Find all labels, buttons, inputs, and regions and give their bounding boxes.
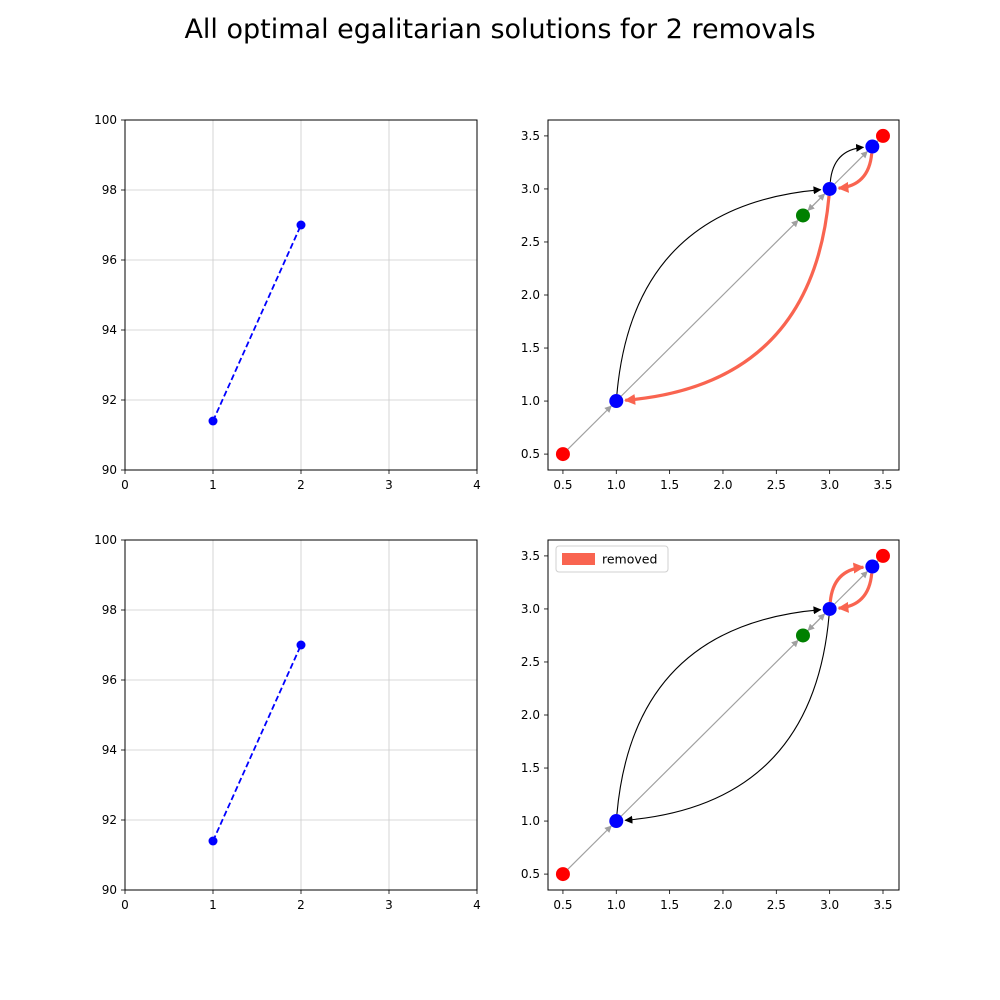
- removed-edge: [828, 562, 865, 603]
- gray-edge: [871, 560, 879, 568]
- axes-frame: [124, 539, 478, 891]
- axes-frame: [547, 119, 900, 471]
- panel-top-right: 0.5 1.0 1.5 2.0 2.5 3.0 3.5 0.5 1.0 1.5 2.0 2.5 3.0 3…: [521, 119, 900, 492]
- curved-edge: [616, 606, 822, 815]
- panel-top-left: 0 1 2 3 4 90 92 94 96 98 100: [94, 113, 481, 492]
- y-tick-label: 1.5: [521, 341, 540, 355]
- y-tick-label: 98: [102, 603, 117, 617]
- y-tick-label: 100: [94, 533, 117, 547]
- x-tick-label: 2.5: [767, 898, 786, 912]
- gray-edge: [620, 219, 799, 397]
- panel-bottom-right: 0.5 1.0 1.5 2.0 2.5 3.0 3.5 0.5 1.0 1.5 2.0 2.5 3.0 3…: [521, 539, 900, 912]
- y-tick-label: 98: [102, 183, 117, 197]
- curved-edge: [829, 143, 865, 183]
- x-tick-label: 3: [385, 478, 393, 492]
- node-red: [555, 447, 570, 462]
- y-tick-label: 96: [102, 673, 117, 687]
- y-tick-label: 2.5: [521, 235, 540, 249]
- y-tick-label: 3.5: [521, 549, 540, 563]
- node-blue: [822, 181, 837, 196]
- x-tick-label: 3.5: [873, 898, 892, 912]
- node-blue: [609, 814, 624, 829]
- y-tick-label: 2.0: [521, 288, 540, 302]
- y-tick-label: 0.5: [521, 867, 540, 881]
- y-tick-label: 1.0: [521, 394, 540, 408]
- y-tick-label: 3.0: [521, 182, 540, 196]
- series-line: [212, 224, 302, 422]
- x-tick-label: 3.0: [820, 898, 839, 912]
- x-tick-label: 0: [121, 478, 129, 492]
- x-tick-label: 1.5: [660, 478, 679, 492]
- series-point: [296, 640, 306, 650]
- x-tick-label: 3.5: [873, 478, 892, 492]
- legend-box: [555, 545, 669, 573]
- y-tick-label: 1.5: [521, 761, 540, 775]
- x-tick-label: 1.0: [607, 478, 626, 492]
- x-tick-label: 2: [297, 898, 305, 912]
- node-red: [875, 128, 890, 143]
- node-green: [795, 628, 810, 643]
- node-green: [795, 208, 810, 223]
- x-tick-label: 2.5: [767, 478, 786, 492]
- y-tick-label: 96: [102, 253, 117, 267]
- x-tick-label: 0: [121, 898, 129, 912]
- panel-bottom-left: 0 1 2 3 4 90 92 94 96 98 100: [94, 533, 481, 912]
- x-tick-label: 3: [385, 898, 393, 912]
- x-tick-label: 1.0: [607, 898, 626, 912]
- node-blue: [865, 139, 880, 154]
- x-tick-label: 2: [297, 478, 305, 492]
- removed-edge: [837, 573, 874, 613]
- y-tick-label: 1.0: [521, 814, 540, 828]
- x-tick-label: 3.0: [820, 478, 839, 492]
- y-tick-label: 92: [102, 393, 117, 407]
- series-point: [208, 836, 218, 846]
- x-tick-label: 4: [473, 478, 481, 492]
- series-point: [208, 416, 218, 426]
- node-red: [555, 867, 570, 882]
- x-tick-label: 2.0: [713, 478, 732, 492]
- x-tick-label: 4: [473, 898, 481, 912]
- y-tick-label: 2.5: [521, 655, 540, 669]
- legend-swatch: [562, 553, 595, 565]
- y-tick-label: 100: [94, 113, 117, 127]
- figure-title: All optimal egalitarian solutions for 2 …: [184, 14, 816, 45]
- gray-edge: [807, 193, 826, 212]
- y-tick-label: 90: [102, 463, 117, 477]
- axes-frame: [124, 119, 478, 471]
- x-tick-label: 1: [209, 478, 217, 492]
- y-tick-label: 0.5: [521, 447, 540, 461]
- x-tick-label: 1.5: [660, 898, 679, 912]
- gray-edge: [567, 825, 612, 870]
- y-tick-label: 94: [102, 323, 117, 337]
- gray-edge: [567, 405, 612, 450]
- series-point: [296, 220, 306, 230]
- node-red: [875, 548, 890, 563]
- x-tick-label: 0.5: [553, 478, 572, 492]
- legend-label: removed: [602, 552, 657, 567]
- node-blue: [865, 559, 880, 574]
- y-tick-label: 3.5: [521, 129, 540, 143]
- curved-edge: [624, 615, 830, 824]
- curved-edge: [616, 186, 822, 395]
- x-tick-label: 1: [209, 898, 217, 912]
- y-tick-label: 90: [102, 883, 117, 897]
- series-line: [212, 644, 302, 842]
- removed-edge: [624, 195, 831, 405]
- gray-edge: [871, 140, 879, 148]
- gray-edge: [620, 639, 799, 817]
- node-blue: [609, 394, 624, 409]
- gray-edge: [834, 150, 868, 185]
- y-tick-label: 3.0: [521, 602, 540, 616]
- x-tick-label: 0.5: [553, 898, 572, 912]
- y-tick-label: 2.0: [521, 708, 540, 722]
- axes-frame: [547, 539, 900, 891]
- x-tick-label: 2.0: [713, 898, 732, 912]
- node-blue: [822, 601, 837, 616]
- gray-edge: [834, 570, 868, 605]
- gray-edge: [807, 613, 826, 632]
- y-tick-label: 92: [102, 813, 117, 827]
- y-tick-label: 94: [102, 743, 117, 757]
- removed-edge: [837, 153, 874, 193]
